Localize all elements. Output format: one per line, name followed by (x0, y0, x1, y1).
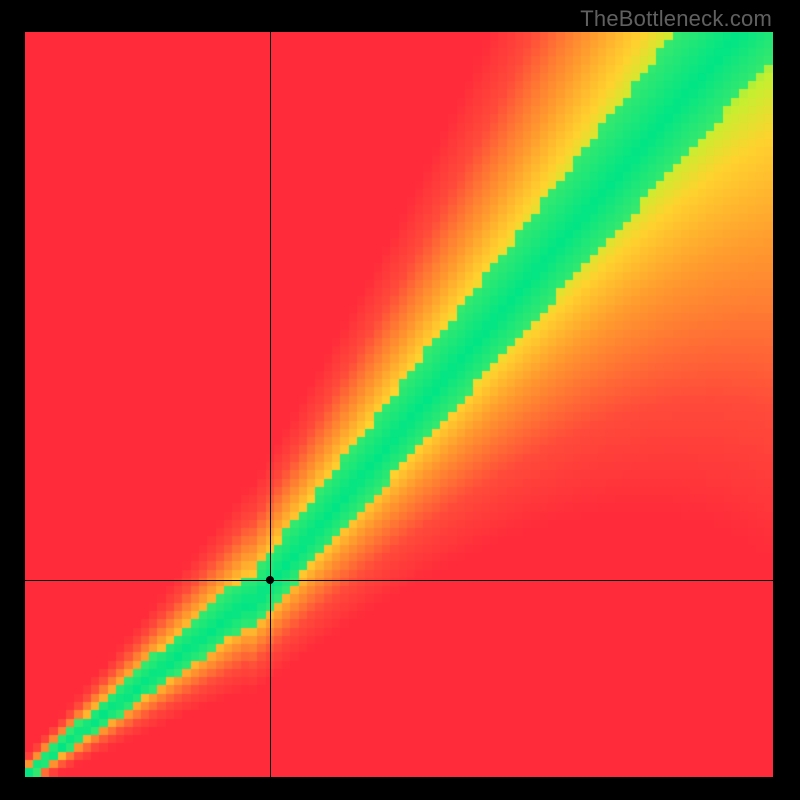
chart-frame: TheBottleneck.com (0, 0, 800, 800)
marker-dot (266, 576, 274, 584)
crosshair-horizontal (25, 580, 773, 581)
plot-area (25, 32, 773, 777)
crosshair-vertical (270, 32, 271, 777)
heatmap-canvas (25, 32, 773, 777)
watermark-text: TheBottleneck.com (580, 6, 772, 32)
